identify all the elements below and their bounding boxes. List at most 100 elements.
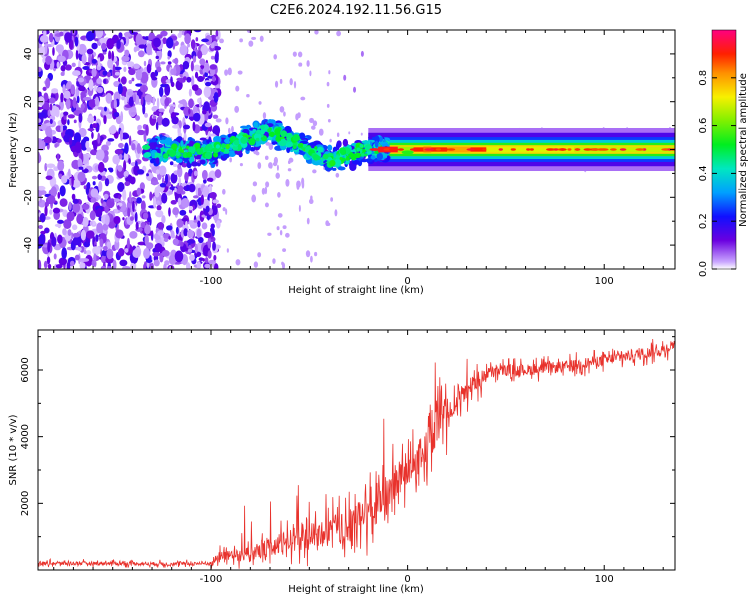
noise-blob	[69, 137, 73, 146]
turbulent-blob	[332, 167, 337, 171]
noise-blob	[132, 30, 141, 33]
noise-blob	[132, 248, 141, 258]
faint-blob	[231, 125, 234, 133]
noise-blob	[215, 118, 222, 123]
noise-blob	[73, 132, 82, 144]
noise-blob	[188, 88, 192, 97]
bottom-y-tick-label: 2000	[20, 491, 31, 516]
faint-blob	[273, 156, 279, 165]
noise-blob	[170, 230, 175, 239]
turbulent-blob	[213, 135, 222, 144]
noise-blob	[130, 111, 138, 116]
noise-blob	[48, 32, 54, 43]
top-y-tick-label: 0	[23, 146, 34, 152]
turbulent-blob	[240, 125, 248, 129]
noise-blob	[130, 262, 136, 269]
noise-blob	[137, 124, 142, 130]
noise-blob	[216, 203, 222, 208]
noise-blob	[52, 46, 55, 56]
noise-blob	[170, 199, 177, 205]
noise-blob	[49, 103, 53, 111]
bottom-y-tick-label: 6000	[20, 357, 31, 382]
noise-blob	[200, 64, 205, 69]
noise-blob	[60, 174, 68, 184]
noise-blob	[53, 253, 57, 260]
noise-blob	[178, 177, 182, 186]
noise-blob	[38, 224, 43, 230]
noise-blob	[68, 201, 72, 211]
colorbar-tick-label: 0.0	[698, 261, 709, 277]
faint-blob	[251, 36, 257, 40]
colorbar-tick-label: 0.6	[698, 118, 709, 134]
noise-blob	[117, 164, 123, 172]
noise-blob	[184, 33, 191, 45]
turbulent-blob	[252, 128, 257, 133]
noise-blob	[160, 83, 168, 88]
faint-blob	[285, 232, 290, 238]
signal-core-blob	[253, 133, 262, 141]
noise-blob	[208, 184, 213, 194]
noise-blob	[69, 260, 75, 267]
noise-blob	[87, 115, 95, 124]
noise-blob	[50, 186, 57, 198]
hot-dot	[635, 148, 645, 151]
noise-blob	[206, 177, 214, 182]
signal-core-blob	[233, 139, 240, 146]
colorbar: 0.0 0.2 0.4 0.6 0.8 Normalized spectral ampl…	[698, 29, 749, 277]
noise-blob	[117, 182, 125, 192]
noise-blob	[65, 64, 72, 71]
faint-blob	[239, 162, 243, 167]
noise-blob	[152, 96, 156, 106]
noise-blob	[161, 250, 170, 257]
noise-blob	[193, 30, 202, 33]
noise-blob	[113, 66, 122, 71]
noise-blob	[83, 136, 90, 143]
noise-blob	[78, 166, 84, 170]
noise-blob	[160, 30, 168, 37]
turbulent-blob	[225, 143, 230, 150]
noise-blob	[57, 55, 66, 63]
noise-blob	[168, 235, 171, 240]
noise-blob	[161, 176, 165, 185]
noise-blob	[118, 153, 123, 160]
turbulent-blob	[312, 161, 321, 166]
noise-blob	[167, 50, 172, 58]
noise-blob	[52, 207, 61, 214]
signal-core-blob	[181, 145, 186, 150]
noise-blob	[190, 60, 194, 72]
noise-blob	[86, 230, 95, 239]
noise-blob	[85, 254, 93, 267]
noise-blob	[197, 50, 203, 59]
snr-panel: -100 0 100 2000 4000 6000 Height of straight…	[8, 329, 676, 595]
noise-blob	[186, 185, 190, 191]
noise-blob	[74, 254, 80, 261]
noise-blob	[159, 183, 167, 188]
noise-blob	[131, 77, 135, 82]
noise-blob	[149, 191, 153, 201]
faint-blob	[318, 128, 324, 136]
noise-blob	[96, 156, 101, 160]
noise-blob	[96, 86, 104, 94]
noise-blob	[106, 71, 112, 78]
noise-blob	[202, 257, 205, 262]
signal-core-blob	[205, 143, 213, 151]
noise-blob	[183, 228, 188, 237]
noise-blob	[168, 207, 171, 217]
noise-blob	[43, 216, 51, 220]
faint-blob	[268, 142, 274, 151]
bottom-y-axis-label: SNR (10 * v/v)	[8, 414, 19, 485]
noise-blob	[101, 144, 109, 152]
top-y-tick-label: 40	[23, 48, 34, 61]
noise-blob	[201, 109, 207, 115]
noise-blob	[129, 216, 134, 221]
faint-blob	[214, 85, 220, 89]
noise-blob	[198, 257, 204, 262]
noise-blob	[73, 119, 77, 124]
noise-blob	[212, 199, 220, 204]
noise-blob	[114, 148, 124, 155]
faint-blob	[328, 70, 331, 75]
noise-blob	[128, 68, 136, 76]
faint-blob	[235, 259, 241, 266]
signal-core-blob	[275, 135, 282, 142]
faint-blob	[336, 132, 340, 137]
